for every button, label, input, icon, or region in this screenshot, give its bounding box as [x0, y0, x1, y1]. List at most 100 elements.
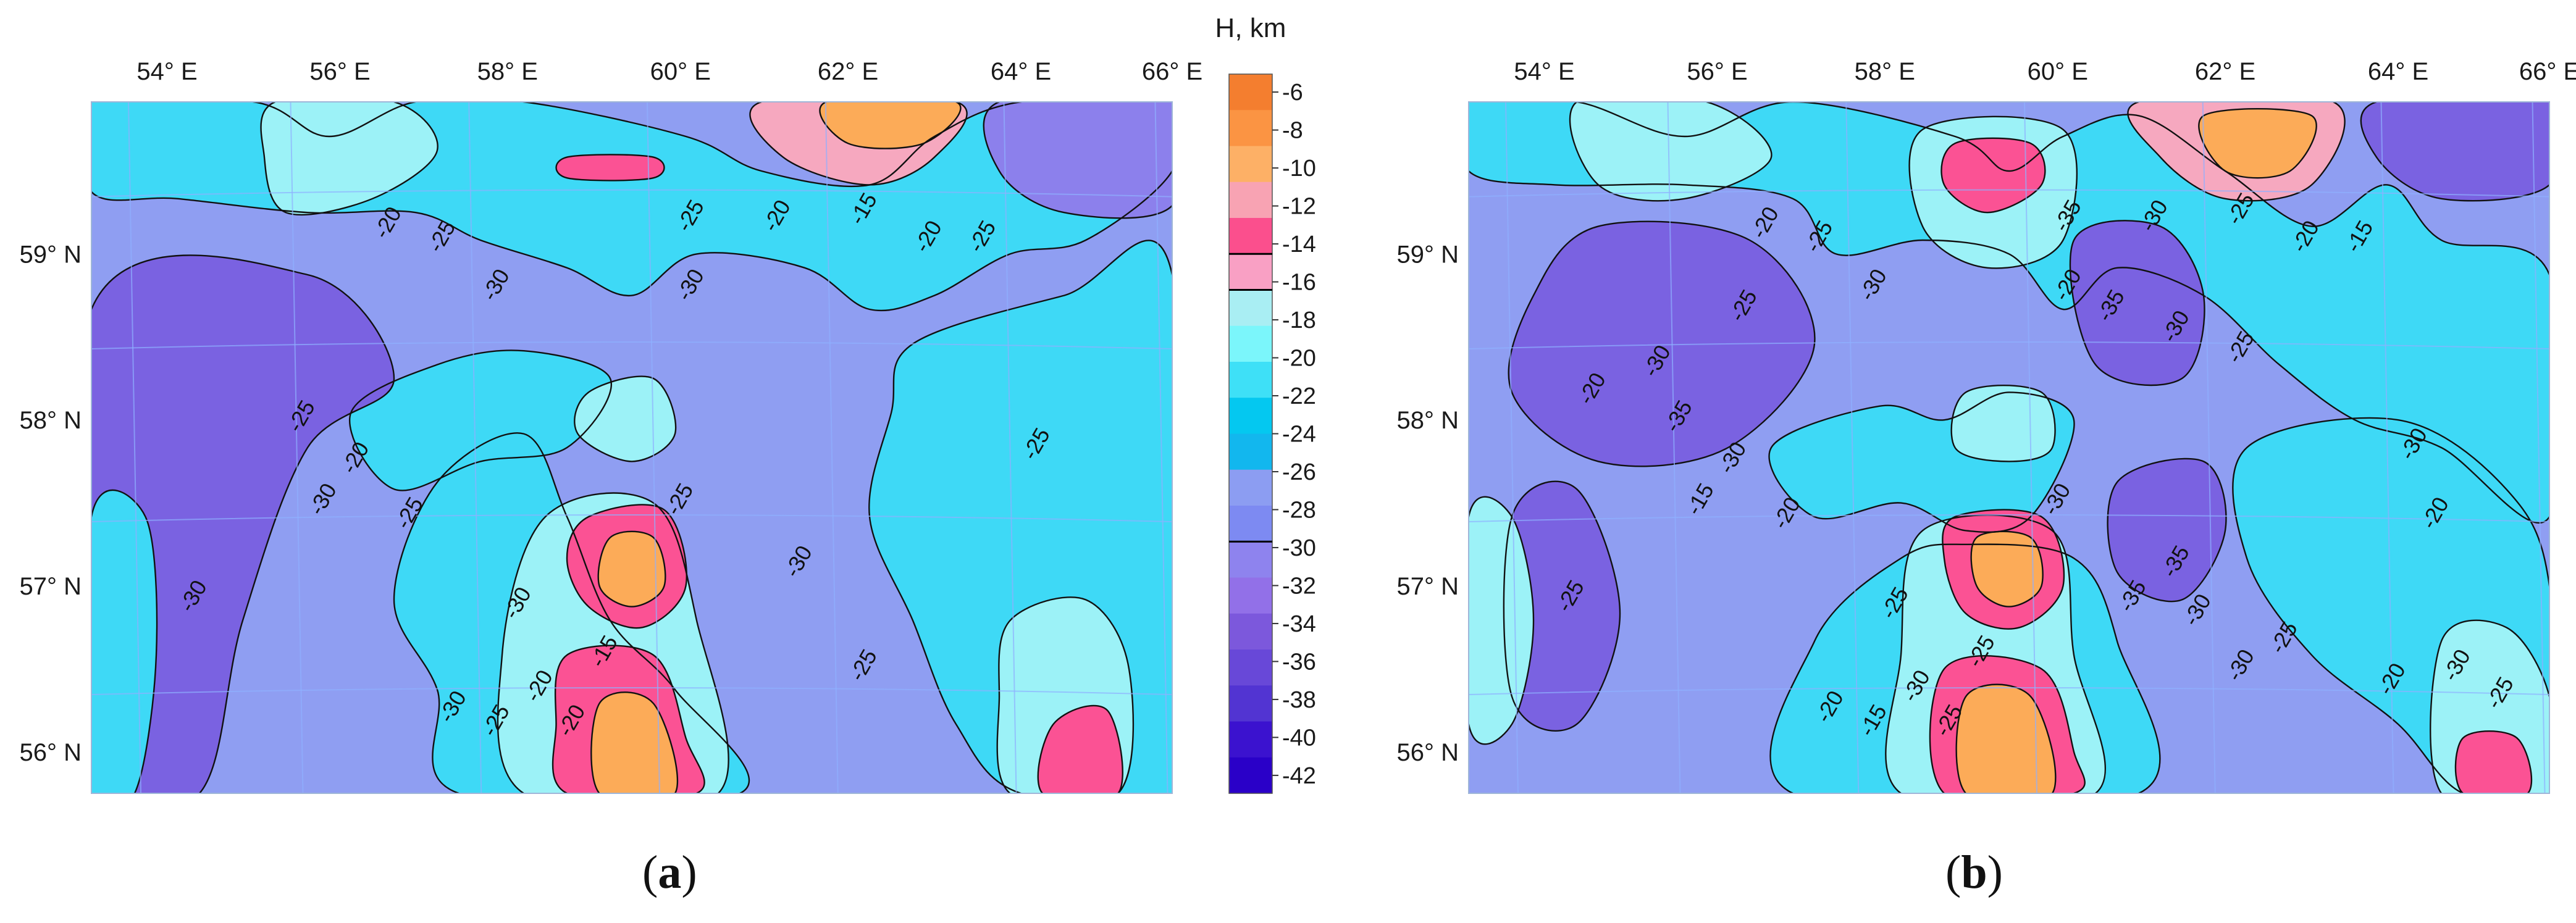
- longitude-label: 60° E: [650, 58, 711, 85]
- colorbar-swatch: [1229, 146, 1272, 183]
- contour-fill-region: [1038, 705, 1123, 793]
- map-frame: [1468, 101, 2550, 794]
- colorbar-label: -36: [1282, 649, 1316, 675]
- contour-line: [1885, 514, 2107, 793]
- contour-line: [2232, 417, 2549, 793]
- longitude-label: 54° E: [136, 58, 197, 85]
- contour-fill-region: [1469, 496, 1533, 745]
- colorbar-label: -6: [1282, 80, 1303, 106]
- colorbar-swatch: [1229, 433, 1272, 470]
- meridian-line: [2380, 102, 2394, 793]
- contour-line: [597, 530, 666, 608]
- longitude-label: 64° E: [991, 58, 1051, 85]
- contour-line: [555, 154, 665, 182]
- contour-line: [1768, 391, 2075, 533]
- parallel-line: [91, 189, 1172, 198]
- colorbar-label: -34: [1282, 611, 1316, 637]
- latitude-label: 59° N: [1397, 241, 1459, 268]
- contour-fill-region: [2199, 109, 2317, 178]
- contour-line: [349, 349, 612, 491]
- colorbar-label: -38: [1282, 687, 1316, 713]
- contour-fill-region: [91, 255, 394, 793]
- meridian-line: [128, 102, 141, 793]
- contour-line: [1929, 655, 2086, 793]
- longitude-label: 54° E: [1514, 58, 1574, 85]
- meridian-line: [2202, 102, 2216, 793]
- meridian-line: [1845, 102, 1860, 793]
- contour-fill-region: [2455, 731, 2532, 793]
- contour-line: [497, 492, 729, 793]
- contour-line: [1037, 704, 1123, 793]
- colorbar-swatch: [1229, 254, 1272, 291]
- contour-line: [574, 375, 677, 462]
- longitude-label: 58° E: [1855, 58, 1915, 85]
- contour-line: [260, 102, 438, 216]
- contour-line: [1508, 220, 1816, 467]
- contour-line: [1469, 496, 1535, 745]
- colorbar-swatch: [1229, 685, 1272, 722]
- contour-line: [1940, 137, 2046, 214]
- parallel-line: [91, 514, 1172, 522]
- colorbar-swatch: [1229, 721, 1272, 758]
- longitude-label: 64° E: [2368, 58, 2428, 85]
- colorbar-swatch: [1229, 74, 1272, 111]
- latitude-label: 57° N: [1397, 573, 1459, 600]
- caption-a: (a): [642, 846, 697, 900]
- contour-fill-region: [1956, 684, 2056, 793]
- map-fill-layer: [1469, 102, 2549, 793]
- contour-fill-region: [820, 102, 961, 149]
- contour-line: [552, 645, 705, 793]
- contour-fill-region: [983, 102, 1172, 219]
- parallel-line: [91, 687, 1172, 695]
- meridian-line: [290, 102, 304, 793]
- colorbar: H, km -6 -8 -10 -12 -14 -16 -18 -20 -22 -24 -26 -28 -…: [1215, 13, 1316, 794]
- contour-fill-region: [2360, 102, 2549, 201]
- caption-letter: a: [658, 846, 682, 898]
- contour-fill-region: [556, 154, 665, 181]
- contour-line: [566, 504, 687, 629]
- colorbar-swatch: [1229, 110, 1272, 147]
- contour-line: [2198, 108, 2317, 179]
- colorbar-label: -24: [1282, 422, 1316, 448]
- colorbar-swatch: [1229, 398, 1272, 435]
- colorbar-label: -8: [1282, 118, 1303, 144]
- meridian-line: [1667, 102, 1681, 793]
- contour-fill-region: [1508, 221, 1815, 467]
- contour-fill-region: [1951, 385, 2055, 462]
- contour-fill-region: [1503, 481, 1620, 731]
- contour-line: [749, 102, 968, 186]
- latitude-label: 58° N: [1397, 407, 1459, 434]
- contour-line: [2360, 102, 2549, 202]
- contour-line: [2430, 619, 2549, 793]
- contour-fill-region: [598, 531, 666, 607]
- longitude-label: 62° E: [2195, 58, 2255, 85]
- contour-line: [590, 691, 679, 793]
- colorbar-label: -42: [1282, 763, 1316, 789]
- colorbar-swatch: [1229, 469, 1272, 506]
- colorbar-swatch: [1229, 362, 1272, 398]
- contour-line: [2127, 102, 2346, 202]
- contour-line: [91, 102, 1172, 312]
- contour-line: [91, 254, 395, 793]
- parallel-line: [1469, 341, 2549, 349]
- contour-line: [2454, 730, 2533, 793]
- colorbar-label: -10: [1282, 156, 1316, 182]
- colorbar-label: -28: [1282, 497, 1316, 523]
- contour-line: [868, 240, 1172, 793]
- colorbar-label: -20: [1282, 346, 1316, 372]
- contour-fill-region: [2070, 220, 2205, 385]
- caption-b: (b): [1945, 846, 2003, 900]
- longitude-label: 66° E: [1142, 58, 1202, 85]
- contour-fill-region: [591, 692, 678, 793]
- colorbar-label: -14: [1282, 232, 1316, 257]
- latitude-label: 59° N: [20, 241, 82, 268]
- contour-line: [1908, 115, 2078, 269]
- contour-line: [1569, 102, 1773, 202]
- colorbar-label: -22: [1282, 383, 1316, 409]
- meridian-line: [468, 102, 482, 793]
- colorbar-label: -18: [1282, 307, 1316, 333]
- meridian-line: [2024, 102, 2037, 793]
- contour-line: [996, 596, 1135, 793]
- contour-line: [1970, 530, 2044, 608]
